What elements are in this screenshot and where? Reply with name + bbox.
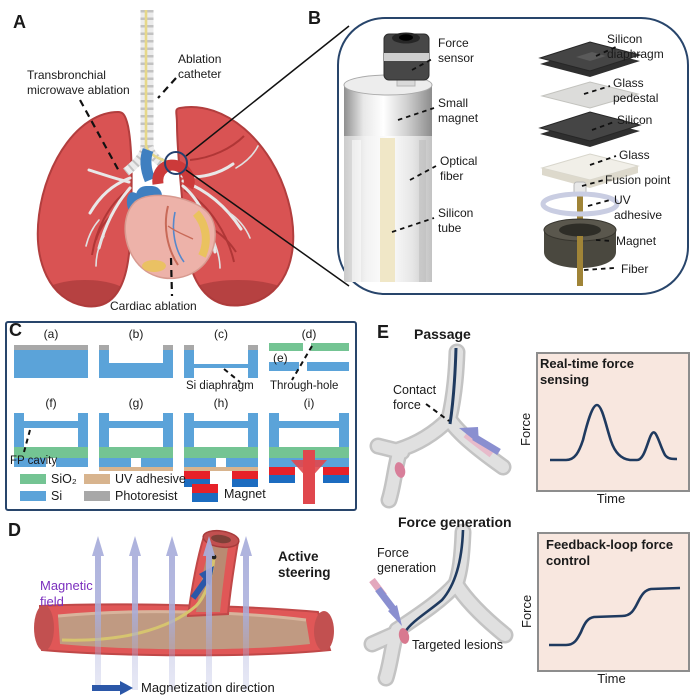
step-e-label: (e) <box>273 351 288 365</box>
label-uv-adhesive: UV adhesive <box>614 193 663 222</box>
label-active-steering: Active steering <box>278 549 331 581</box>
legend-sio2-label: SiO₂ <box>51 472 77 486</box>
panel-a-tag: A <box>13 12 26 32</box>
legend-magnet-label: Magnet <box>224 487 266 501</box>
label-magnetic-field: Magnetic field <box>40 578 93 609</box>
label-small-magnet: Small magnet <box>438 96 479 125</box>
label-optical-fiber: Optical fiber <box>440 154 478 183</box>
passage-title: Passage <box>414 326 471 342</box>
label-force-generation: Force generation <box>377 546 437 576</box>
label-transbronchial: Transbronchial microwave ablation <box>27 68 130 97</box>
step-g-label: (g) <box>128 396 144 410</box>
label-fiber: Fiber <box>621 262 649 276</box>
heart-illustration <box>124 148 216 280</box>
panel-e-tag: E <box>377 322 390 342</box>
label-silicon: Silicon <box>617 113 653 127</box>
label-glass: Glass <box>619 148 650 162</box>
label-targeted-lesions: Targeted lesions <box>412 638 504 652</box>
label-silicon-diaphragm: Silicon diaphragm <box>607 32 664 61</box>
label-magnetization-direction: Magnetization direction <box>141 680 275 695</box>
magnetization-arrow <box>92 681 133 695</box>
label-cardiac-ablation: Cardiac ablation <box>110 299 197 313</box>
airway-passage-render <box>369 343 512 509</box>
chart-feedback-ylabel: Force <box>519 594 534 628</box>
force-generation-title: Force generation <box>398 514 512 530</box>
panel-d-tag: D <box>8 520 21 540</box>
step-i-label: (i) <box>303 396 315 410</box>
chart-realtime-ylabel: Force <box>518 412 533 446</box>
label-glass-pedestal: Glass pedestal <box>613 76 659 105</box>
label-through-hole: Through-hole <box>270 380 339 392</box>
step-h-label: (h) <box>213 396 229 410</box>
label-si-diaphragm: Si diaphragm <box>186 380 254 392</box>
legend-uv-label: UV adhesive <box>115 472 186 486</box>
label-contact-force: Contact force <box>393 383 437 413</box>
step-f-label: (f) <box>45 396 57 410</box>
step-b-label: (b) <box>128 327 144 341</box>
panel-c-tag: C <box>9 320 22 340</box>
label-fp-cavity: FP cavity <box>10 455 58 467</box>
magnetic-field-arrows <box>92 536 252 690</box>
label-ablation-catheter: Ablation catheter <box>178 52 222 81</box>
chart-realtime-title: Real-time force sensing <box>540 356 634 387</box>
step-d-label: (d) <box>301 327 317 341</box>
label-force-sensor: Force sensor <box>438 36 475 65</box>
legend-photoresist-label: Photoresist <box>115 489 178 503</box>
chart-realtime-xlabel: Time <box>596 491 626 506</box>
panel-b-tag: B <box>308 8 321 28</box>
step-c-label: (c) <box>214 327 228 341</box>
zoom-circle <box>164 151 188 175</box>
label-silicon-tube: Silicon tube <box>438 206 474 235</box>
legend-si-label: Si <box>51 489 63 503</box>
label-fusion-point: Fusion point <box>605 173 671 187</box>
chart-feedback-title: Feedback-loop force control <box>546 537 674 568</box>
panel-c-frame <box>5 321 357 511</box>
label-magnet: Magnet <box>616 234 657 248</box>
catheter-in-trachea <box>144 10 169 164</box>
chart-feedback-xlabel: Time <box>597 671 626 686</box>
step-a-label: (a) <box>43 327 59 341</box>
